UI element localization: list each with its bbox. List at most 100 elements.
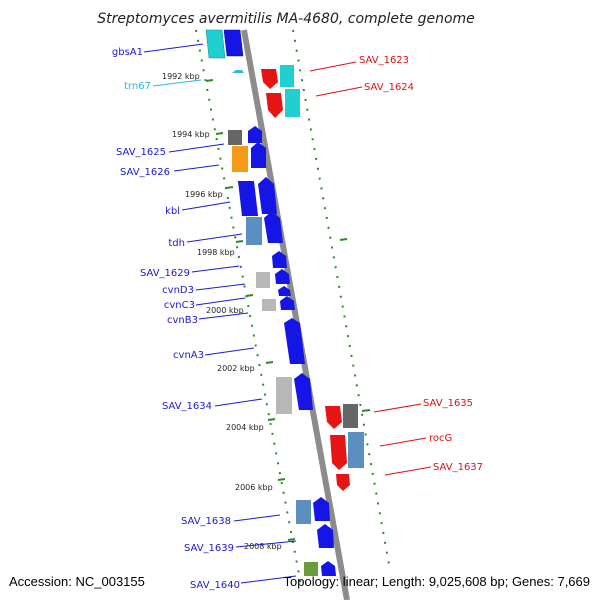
gene-kbl-arrow[interactable]: [258, 177, 277, 214]
leader-line: [240, 575, 297, 584]
genome-summary-text: Topology: linear; Length: 9,025,608 bp; …: [284, 574, 590, 589]
right-leader-lines: [309, 61, 432, 476]
label-tdh[interactable]: tdh: [168, 238, 185, 249]
kbp-label: 2004 kbp: [226, 423, 264, 432]
label-cvnD3[interactable]: cvnD3: [162, 285, 194, 296]
label-SAV_1639[interactable]: SAV_1639: [184, 543, 234, 554]
right-outer-guide: [292, 29, 391, 571]
label-trn67[interactable]: trn67: [124, 81, 151, 92]
gene-SAV_1635-partner[interactable]: [343, 404, 358, 428]
gene-SAV_1634-arrow[interactable]: [294, 373, 313, 410]
gene-gbsA1-partner[interactable]: [223, 29, 244, 57]
gene-SAV_1624[interactable]: [266, 93, 283, 118]
kbp-label: 2000 kbp: [206, 306, 244, 315]
leader-line: [384, 466, 432, 476]
genome-title: Streptomyces avermitilis MA-4680, comple…: [97, 11, 475, 27]
gene-cvnB3[interactable]: [262, 299, 276, 311]
leader-line: [195, 283, 246, 291]
gene-cvnA3[interactable]: [284, 318, 305, 364]
label-kbl[interactable]: kbl: [165, 206, 180, 217]
leader-line: [168, 143, 225, 153]
gene-SAV_1638-arrow[interactable]: [313, 497, 330, 521]
track-guides: [195, 29, 391, 591]
label-SAV_1626[interactable]: SAV_1626: [120, 167, 170, 178]
left-leader-lines: [143, 43, 297, 584]
gene-cvnD3[interactable]: [256, 272, 270, 288]
gene-SAV_1625[interactable]: [232, 146, 248, 172]
gene-SAV_1637[interactable]: [336, 474, 350, 491]
gene-SAV_1624-partner[interactable]: [285, 89, 300, 117]
kbp-label: 2002 kbp: [217, 364, 255, 373]
kbp-label: 1994 kbp: [172, 130, 210, 139]
leader-line: [379, 437, 427, 447]
gene-SAV_1638[interactable]: [296, 500, 311, 524]
chromosome-backbone: [241, 29, 350, 600]
gene-SAV_1623-partner[interactable]: [280, 65, 294, 87]
kbp-label: 1998 kbp: [197, 248, 235, 257]
kbp-tick: [267, 418, 276, 421]
kbp-tick: [225, 186, 234, 189]
label-SAV_1637[interactable]: SAV_1637: [433, 462, 483, 473]
gene-rocG[interactable]: [330, 435, 347, 470]
gene-SAV_1635[interactable]: [325, 406, 342, 429]
gene-tdh-arrow[interactable]: [264, 211, 283, 243]
label-rocG[interactable]: rocG: [429, 433, 452, 444]
kbp-tick: [215, 132, 224, 135]
gene-rocG-partner[interactable]: [348, 432, 364, 468]
kbp-tick: [265, 361, 274, 364]
gene-kbl[interactable]: [238, 181, 258, 216]
gene-trn67[interactable]: [232, 70, 244, 73]
gene-SAV_1634[interactable]: [276, 377, 292, 414]
gene-SAV_1639[interactable]: [317, 524, 334, 548]
leader-line: [143, 43, 204, 53]
leader-line: [152, 79, 202, 87]
leader-line: [235, 540, 297, 548]
gene-SAV_1626[interactable]: [251, 142, 266, 168]
gene-sav1625-arrow[interactable]: [248, 126, 262, 143]
gene-cvnD3-arrow[interactable]: [275, 269, 290, 284]
label-cvnA3[interactable]: cvnA3: [173, 350, 204, 361]
right-strand-genes: [261, 65, 364, 491]
leader-line: [373, 403, 422, 413]
gene-cvnB3-arrow[interactable]: [280, 296, 295, 310]
leader-line: [181, 201, 231, 211]
kbp-tick: [205, 79, 214, 82]
gene-tdh[interactable]: [246, 217, 262, 245]
gene-gray-block[interactable]: [228, 130, 242, 145]
label-SAV_1640[interactable]: SAV_1640: [190, 580, 240, 591]
gene-SAV_1623[interactable]: [261, 69, 278, 89]
label-cvnC3[interactable]: cvnC3: [164, 300, 195, 311]
label-SAV_1623[interactable]: SAV_1623: [359, 55, 409, 66]
gene-SAV_1640[interactable]: [304, 562, 318, 576]
gene-cvnC3[interactable]: [278, 286, 291, 296]
kbp-tick: [287, 538, 296, 541]
leader-line: [204, 347, 255, 356]
leader-line: [233, 514, 281, 522]
label-SAV_1634[interactable]: SAV_1634: [162, 401, 212, 412]
label-SAV_1629[interactable]: SAV_1629: [140, 268, 190, 279]
label-cvnB3[interactable]: cvnB3: [167, 315, 198, 326]
label-SAV_1638[interactable]: SAV_1638: [181, 516, 231, 527]
label-SAV_1624[interactable]: SAV_1624: [364, 82, 414, 93]
leader-line: [198, 312, 249, 320]
kbp-label: 1992 kbp: [162, 72, 200, 81]
right-gene-labels: SAV_1623 SAV_1624 SAV_1635 rocG SAV_1637: [359, 55, 483, 473]
kbp-tick: [245, 294, 254, 297]
leader-line: [195, 297, 246, 306]
leader-line: [173, 164, 220, 172]
gene-gbsA1[interactable]: [205, 29, 226, 59]
label-gbsA1[interactable]: gbsA1: [112, 47, 143, 58]
kbp-label: 2006 kbp: [235, 483, 273, 492]
label-SAV_1635[interactable]: SAV_1635: [423, 398, 473, 409]
leader-line: [214, 398, 263, 407]
left-strand-genes: [205, 29, 336, 576]
kbp-ticks: [205, 79, 371, 541]
gene-SAV_1640-arrow[interactable]: [321, 561, 336, 576]
leader-line: [186, 233, 243, 243]
label-SAV_1625[interactable]: SAV_1625: [116, 147, 166, 158]
gene-SAV_1629[interactable]: [272, 251, 287, 268]
left-gene-labels: gbsA1 trn67 SAV_1625 SAV_1626 kbl tdh SA…: [112, 47, 240, 591]
kbp-label: 2008 kbp: [244, 542, 282, 551]
